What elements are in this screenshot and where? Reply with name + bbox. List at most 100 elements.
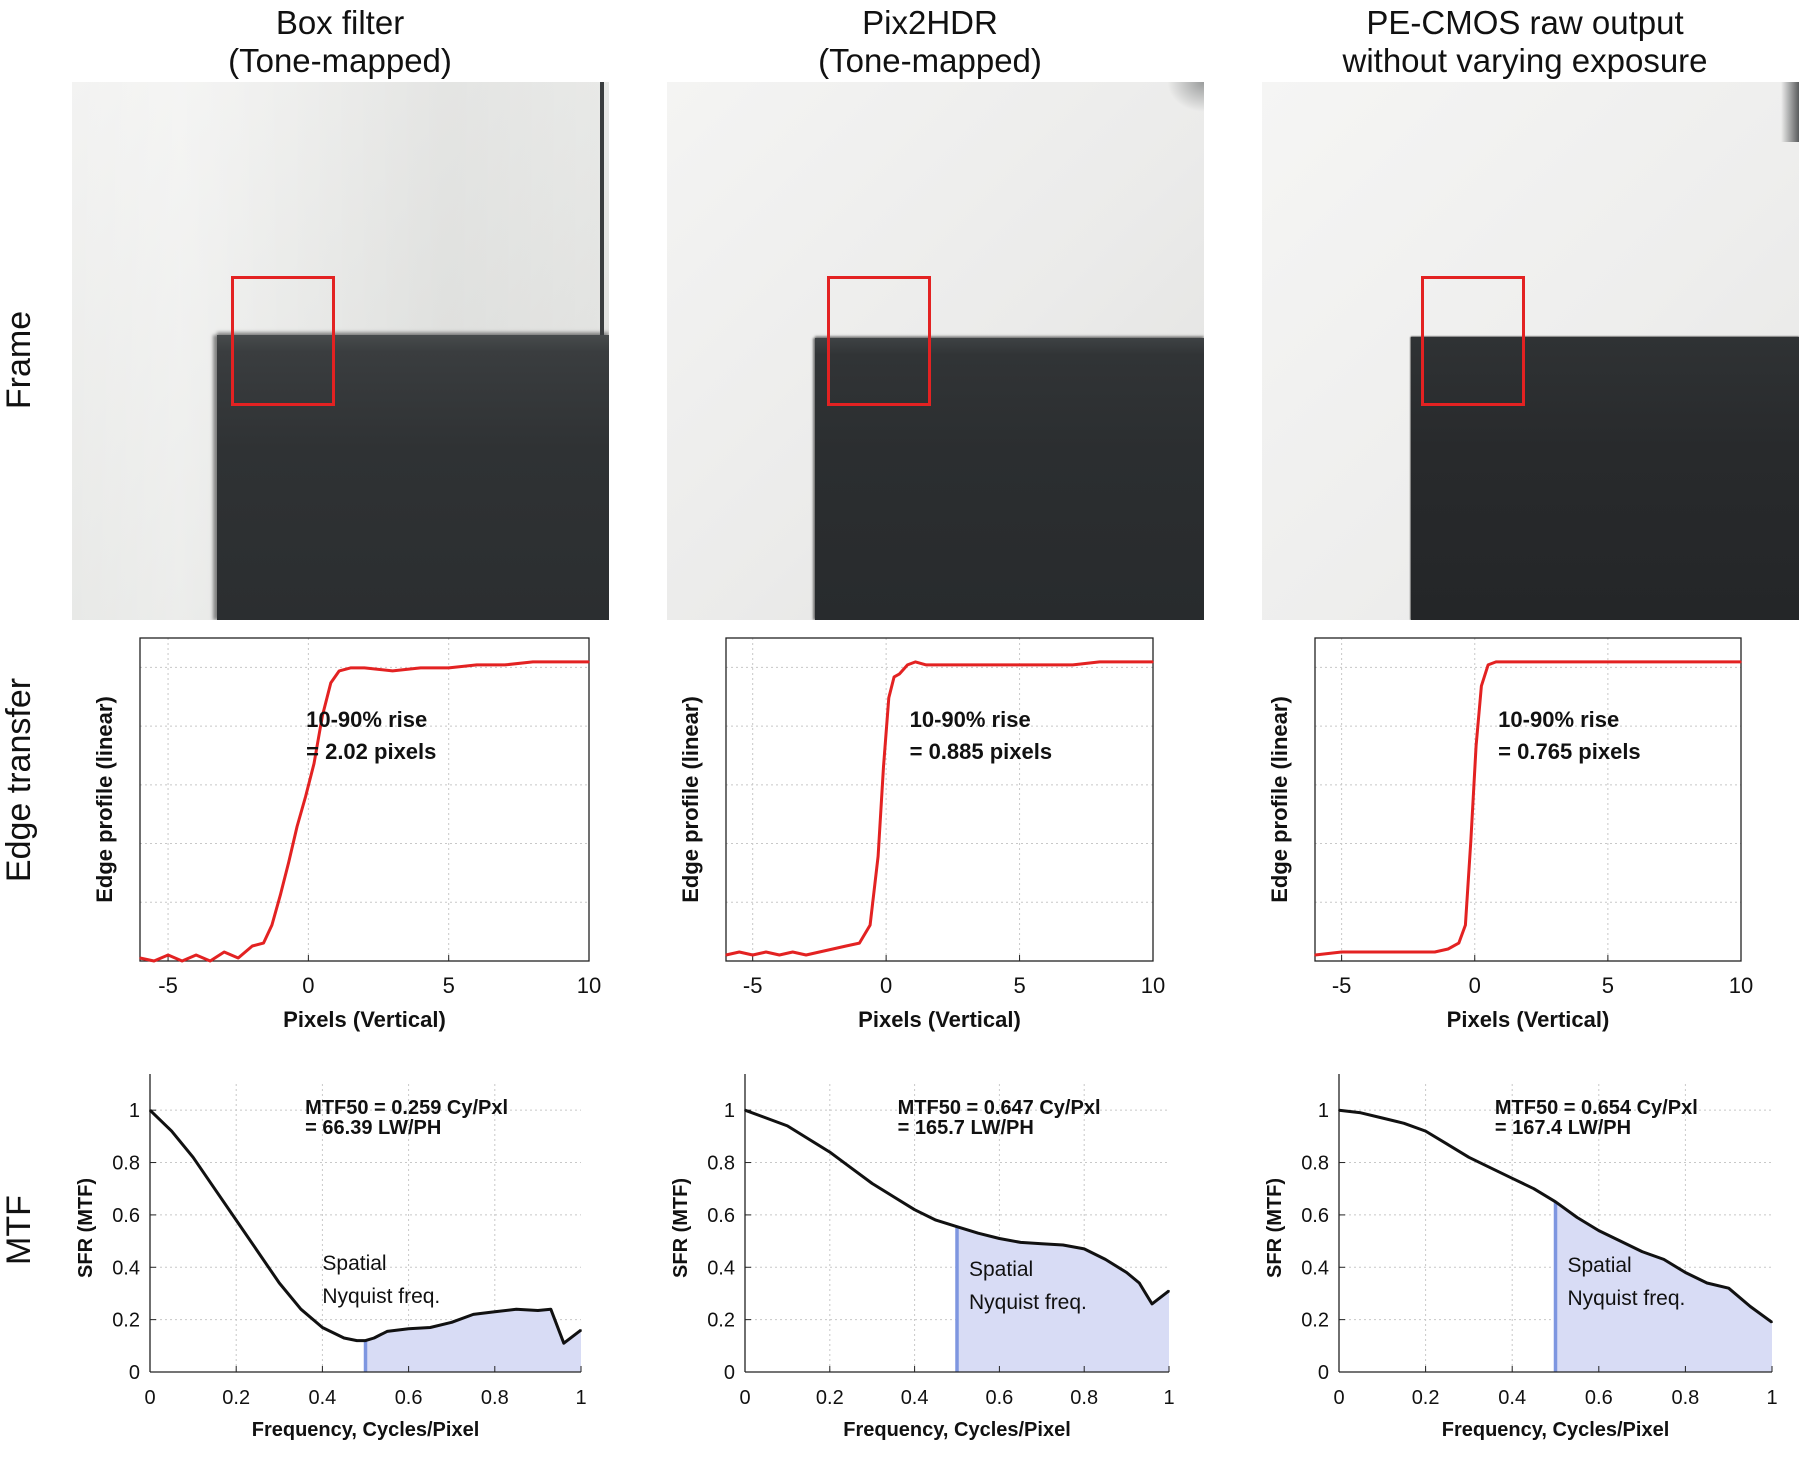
column-title-line2: (Tone-mapped) [228,42,452,79]
mtf50-annotation-line2: = 167.4 LW/PH [1495,1117,1631,1139]
edge-profile-point [475,664,478,666]
edge-profile-point [313,762,315,765]
mtf-point [1019,1241,1022,1244]
mtf-point [1684,1271,1687,1274]
x-tick-label: -5 [158,973,178,998]
y-tick-label: 1 [129,1100,140,1122]
x-tick-label: 10 [1141,973,1165,998]
mtf-point [1138,1282,1141,1284]
mtf-point [1727,1287,1730,1290]
edge-profile-point [818,951,821,953]
nyquist-label-line2: Nyquist freq. [969,1291,1087,1314]
mtf-point [343,1337,345,1339]
frame-image-pe-cmos [1262,82,1799,620]
edge-profile-point [1457,942,1460,944]
x-tick-label: 0.6 [395,1387,423,1409]
x-tick-label: 0.4 [1498,1387,1526,1409]
edge-profile-point [765,951,767,953]
x-axis-label: Frequency, Cycles/Pixel [843,1419,1071,1441]
y-tick-label: 0.6 [112,1205,140,1227]
edge-profile-point [588,661,590,663]
column-title-line2: (Tone-mapped) [818,42,1042,79]
edge-profile-point [330,682,332,684]
nyquist-label-line1: Spatial [969,1258,1033,1281]
mtf-point [1424,1130,1427,1132]
edge-profile-point [321,714,324,717]
y-tick-label: 0.2 [1301,1310,1329,1332]
edge-profile-point [279,894,282,897]
x-tick-label: 0.6 [1585,1387,1613,1409]
edge-profile-point [1480,685,1483,687]
mtf-point [235,1219,237,1221]
roi-box [1421,276,1525,406]
mtf-point [998,1237,1001,1240]
edge-profile-point [1475,744,1477,747]
mtf50-annotation-line1: MTF50 = 0.259 Cy/Pxl [305,1097,508,1119]
mtf-point [1533,1187,1535,1190]
y-tick-label: 0.4 [707,1257,735,1279]
mtf-point [356,1339,358,1342]
edge-profile-point [1314,954,1316,956]
mtf-point [149,1109,151,1111]
edge-profile-point [1098,661,1101,663]
x-tick-label: 0.8 [481,1387,509,1409]
mtf-point [1749,1305,1752,1308]
column-title-line1: Pix2HDR [862,4,998,41]
mtf-line [148,1109,582,1345]
edge-profile-point [271,924,273,926]
mtf-point [1381,1117,1384,1119]
edge-profile-point [914,661,917,663]
mtf-point [1083,1248,1085,1250]
edge-profile-point [992,664,994,666]
edge-profile-point [831,948,834,950]
x-tick-label: 0.2 [816,1387,844,1409]
mtf-point [472,1313,475,1316]
edge-profile-point [1340,951,1343,953]
mtf-point [1125,1271,1128,1274]
edge-profile-point [504,664,506,666]
mtf-point [956,1225,958,1228]
mtf-point [192,1156,194,1159]
nyquist-label-line1: Spatial [322,1252,386,1275]
edge-profile-point [805,954,807,956]
y-tick-label: 1 [724,1100,735,1122]
column-title-pe-cmos: PE-CMOS raw output without varying expos… [1260,4,1790,80]
mtf-point [850,1166,852,1169]
x-tick-label: 1 [1163,1387,1174,1409]
x-tick-label: 0 [739,1387,750,1409]
edge-profile-point [153,960,155,962]
edge-profile-point [882,765,885,768]
edge-profile-point [223,951,225,953]
edge-profile-point [1152,661,1154,663]
edge-profile-point [869,924,871,926]
edge-profile-point [181,960,183,962]
mtf-line [744,1108,1170,1306]
mtf-point [321,1326,324,1329]
roi-box [827,276,931,406]
edge-profile-point [363,667,366,669]
x-tick-label: 1 [575,1387,586,1409]
mtf-point [562,1342,565,1344]
x-tick-label: 0 [1469,973,1481,998]
edge-profile-point [262,942,265,944]
edge-profile-point [725,954,727,956]
x-axis-label: Frequency, Cycles/Pixel [1442,1419,1670,1441]
edge-profile-point [1527,661,1529,663]
y-tick-label: 0 [1318,1362,1329,1384]
x-tick-label: 0.8 [1070,1387,1098,1409]
x-tick-label: 5 [1013,973,1025,998]
y-tick-label: 0 [724,1362,735,1384]
column-title-line1: PE-CMOS raw output [1366,4,1684,41]
x-tick-label: 1 [1766,1387,1777,1409]
axes-frame [725,637,1154,962]
x-tick-label: 0 [302,973,314,998]
edge-profile-point [845,945,847,947]
mtf-point [364,1339,367,1342]
mtf-point [386,1330,388,1333]
x-axis-label: Pixels (Vertical) [1447,1007,1610,1032]
edge-profile-point [738,951,741,953]
edge-profile-point [1420,951,1423,953]
mtf-point [1468,1156,1470,1159]
edge-profile-point [1553,661,1556,663]
x-tick-label: 0 [1333,1387,1344,1409]
